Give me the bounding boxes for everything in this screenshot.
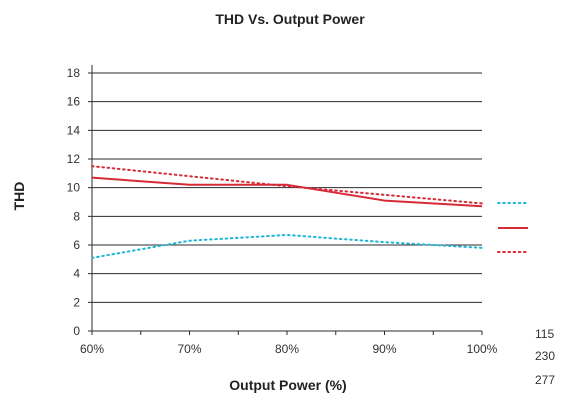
series-line-230 xyxy=(91,176,483,208)
legend-label-230: 230 xyxy=(535,349,555,363)
y-ticks: 0 2 4 6 8 10 12 14 16 18 xyxy=(67,66,92,338)
series-lines xyxy=(91,165,483,259)
x-ticks: 60% 70% 80% 90% 100% xyxy=(80,331,498,356)
y-tick-label-2: 2 xyxy=(73,295,80,309)
x-axis-label: Output Power (%) xyxy=(229,377,346,393)
y-tick-label-18: 18 xyxy=(67,66,81,80)
x-tick-label-100: 100% xyxy=(467,342,498,356)
x-tick-label-70: 70% xyxy=(177,342,201,356)
y-axis-label: THD xyxy=(11,182,27,211)
y-tick-label-12: 12 xyxy=(67,152,81,166)
grid-lines xyxy=(92,72,482,303)
y-tick-label-16: 16 xyxy=(67,95,81,109)
legend-label-115: 115 xyxy=(535,327,554,341)
x-tick-label-60: 60% xyxy=(80,342,104,356)
x-tick-label-90: 90% xyxy=(372,342,396,356)
y-tick-label-0: 0 xyxy=(73,324,80,338)
chart-title: THD Vs. Output Power xyxy=(215,11,365,27)
legend: 115 230 277 xyxy=(497,202,555,387)
y-tick-label-10: 10 xyxy=(67,181,81,195)
legend-label-277: 277 xyxy=(535,373,555,387)
series-line-115 xyxy=(91,233,483,259)
y-tick-label-4: 4 xyxy=(73,267,80,281)
y-tick-label-14: 14 xyxy=(67,123,81,137)
x-tick-label-80: 80% xyxy=(275,342,299,356)
y-tick-label-6: 6 xyxy=(73,238,80,252)
y-tick-label-8: 8 xyxy=(73,209,80,223)
